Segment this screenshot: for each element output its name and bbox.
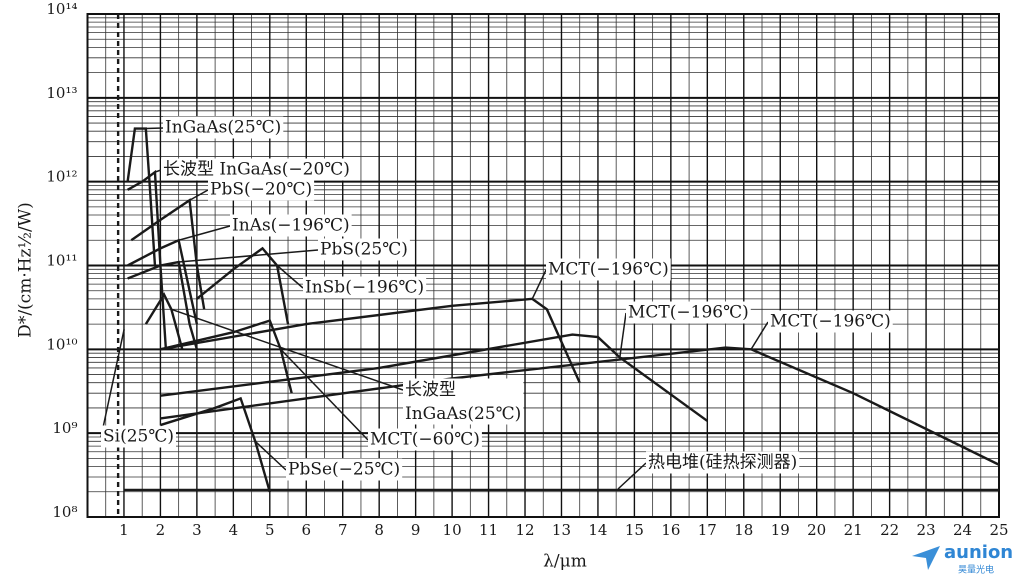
x-tick-label: 7: [338, 521, 348, 539]
leader-line: [178, 249, 319, 263]
x-tick-label: 16: [661, 521, 680, 539]
series-line: [127, 238, 199, 325]
series-label: PbS(25℃): [320, 240, 408, 260]
series-line: [160, 297, 581, 384]
label-line: 长波型: [405, 380, 456, 400]
watermark-sub: 昊量光电: [958, 564, 994, 576]
x-tick-label: 14: [588, 521, 607, 539]
x-tick-label: 11: [479, 521, 498, 539]
series-line: [160, 396, 271, 493]
x-tick-label: 10: [443, 521, 462, 539]
x-tick-label: 19: [771, 521, 790, 539]
x-tick-label: 20: [807, 521, 826, 539]
plot-frame: [86, 13, 1000, 518]
x-tick-label: 13: [552, 521, 571, 539]
x-tick-label: 12: [515, 521, 534, 539]
label-bg: [546, 258, 671, 281]
label-bg: [286, 458, 403, 481]
leader-line: [280, 348, 369, 441]
leader-line: [145, 127, 164, 130]
series-label: Si(25℃): [103, 427, 174, 447]
label-bg: [403, 378, 524, 425]
logo-icon: [912, 546, 940, 570]
series-label: MCT(−196℃): [628, 303, 749, 323]
leader-line: [531, 269, 547, 300]
y-tick-label: 10⁹: [52, 419, 77, 437]
label-bg: [626, 301, 751, 324]
y-tick-label: 10¹⁴: [46, 0, 77, 18]
series-line: [196, 246, 290, 325]
leader-line: [619, 312, 627, 358]
label-bg: [101, 425, 176, 448]
series-line: [144, 292, 184, 350]
grid: [87, 13, 1000, 518]
series-label: InAs(−196℃): [232, 216, 350, 236]
x-tick-label: 4: [229, 521, 239, 539]
label-bg: [318, 238, 410, 261]
leader-line: [276, 264, 304, 289]
x-tick-label: 8: [374, 521, 384, 539]
series-label: 长波型 InGaAs(−20℃): [163, 160, 350, 180]
series-label: InSb(−196℃): [305, 278, 424, 298]
x-tick-label: 3: [192, 521, 202, 539]
label-bg: [230, 214, 352, 237]
x-tick-label: 15: [625, 521, 644, 539]
series-label: MCT(−196℃): [770, 312, 891, 332]
label-bg: [163, 116, 284, 139]
x-tick-label: 1: [119, 521, 129, 539]
x-tick-label: 17: [698, 521, 717, 539]
label-bg: [768, 310, 893, 333]
x-tick-label: 6: [301, 521, 311, 539]
x-tick-label: 22: [880, 521, 899, 539]
leader-line: [171, 308, 404, 391]
y-tick-label: 10¹¹: [46, 252, 77, 270]
series-label: InGaAs(25℃): [165, 118, 281, 138]
leader-line: [750, 321, 769, 350]
label-bg: [303, 276, 427, 299]
series-line: [127, 260, 199, 350]
x-tick-label: 25: [989, 521, 1008, 539]
leader-line: [100, 329, 125, 438]
label-bg: [161, 158, 352, 181]
label-line: InGaAs(25℃): [405, 404, 521, 424]
leader-line: [254, 440, 287, 471]
x-tick-label: 2: [156, 521, 166, 539]
x-tick-label: 24: [953, 521, 972, 539]
series-label: 长波型 InGaAs(25℃): [405, 380, 521, 424]
series-label: PbS(−20℃): [210, 180, 312, 200]
x-axis-label: λ/μm: [543, 552, 587, 572]
label-bg: [368, 428, 482, 451]
series-line: [160, 319, 293, 394]
leader-line: [178, 225, 231, 241]
x-tick-label: 18: [734, 521, 753, 539]
leader-line: [189, 189, 209, 201]
label-bg: [646, 451, 800, 474]
y-tick-label: 10¹⁰: [46, 335, 77, 353]
leader-line: [617, 462, 647, 490]
label-bg: [208, 178, 315, 201]
x-tick-label: 23: [917, 521, 936, 539]
y-tick-label: 10¹²: [46, 168, 77, 186]
series-line: [126, 127, 157, 266]
watermark: aunion: [944, 542, 1013, 563]
y-tick-label: 10⁸: [52, 503, 77, 521]
x-tick-label: 5: [265, 521, 275, 539]
series-line: [130, 198, 206, 310]
y-axis-label: D*/(cm·Hz½/W): [16, 202, 36, 338]
series-label: 热电堆(硅热探测器): [648, 453, 797, 473]
leader-line: [154, 169, 162, 173]
x-tick-label: 9: [411, 521, 421, 539]
x-tick-label: 21: [844, 521, 863, 539]
series-label: PbSe(−25℃): [288, 460, 400, 480]
y-tick-label: 10¹³: [46, 84, 77, 102]
series-label: MCT(−60℃): [370, 430, 480, 450]
series-line: [160, 333, 709, 422]
series-label: MCT(−196℃): [548, 260, 669, 280]
